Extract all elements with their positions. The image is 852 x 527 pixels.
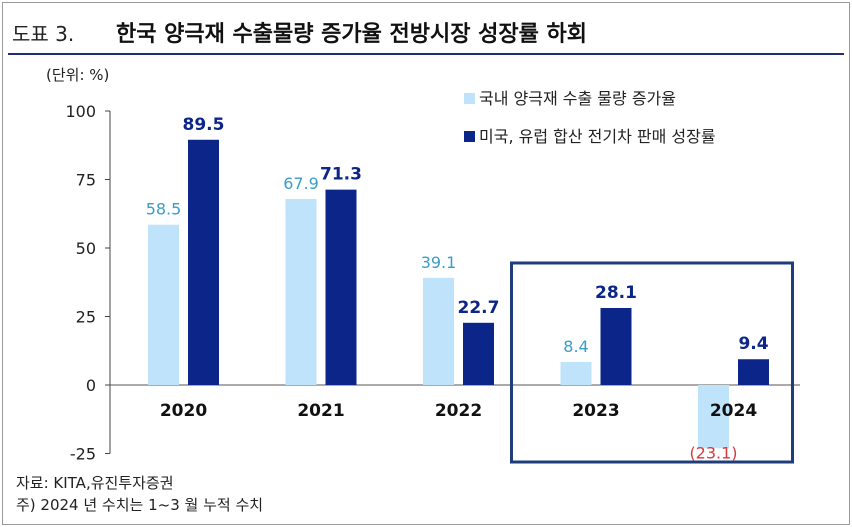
data-label-s2-2024: 9.4 (738, 334, 768, 354)
bar-s1-2022 (423, 277, 454, 385)
x-tick-label-2024: 2024 (710, 401, 757, 421)
x-tick-label-2021: 2021 (297, 401, 344, 421)
figure-title: 한국 양극재 수출물량 증가율 전방시장 성장률 하회 (116, 22, 587, 47)
data-label-s2-2022: 22.7 (458, 298, 500, 318)
unit-label: (단위: %) (46, 66, 109, 84)
x-tick-label-2023: 2023 (572, 401, 619, 421)
highlight-box (510, 261, 794, 464)
footnote: 주) 2024 년 수치는 1~3 월 누적 수치 (16, 496, 264, 514)
legend-label-1: 국내 양극재 수출 물량 증가율 (479, 89, 676, 108)
y-tick-label: 75 (76, 171, 96, 190)
y-tick-label: 25 (76, 308, 96, 327)
data-label-s1-2023: 8.4 (563, 337, 588, 356)
data-label-s2-2021: 71.3 (320, 165, 362, 185)
y-tick-label: 50 (76, 239, 96, 258)
header-rule (8, 53, 844, 55)
bar-s2-2024 (738, 359, 769, 385)
bar-s1-2021 (285, 198, 317, 385)
bar-s1-2023 (560, 361, 592, 385)
y-axis: 100 75 50 25 0 -25 (65, 102, 111, 464)
bar-s1-2024 (698, 385, 729, 449)
data-label-s2-2020: 89.5 (183, 115, 225, 135)
data-label-s2-2023: 28.1 (595, 283, 637, 303)
data-label-s1-2021: 67.9 (283, 174, 319, 193)
x-tick-label-2022: 2022 (435, 401, 482, 421)
bar-s2-2023 (600, 308, 632, 385)
y-tick-label: 100 (65, 102, 96, 121)
data-label-s1-2024: (23.1) (689, 443, 737, 462)
x-tick-label-2020: 2020 (160, 401, 207, 421)
bar-s2-2022 (463, 322, 494, 385)
bar-s2-2021 (325, 189, 357, 385)
figure-header: 도표 3. 한국 양극재 수출물량 증가율 전방시장 성장률 하회 (12, 14, 838, 48)
figure-number: 도표 3. (12, 22, 75, 46)
y-tick-label: 0 (86, 376, 96, 395)
source-note: 자료: KITA,유진투자증권 (16, 474, 174, 492)
legend-swatch-2 (464, 131, 475, 142)
legend-swatch-1 (464, 93, 475, 104)
bar-s2-2020 (188, 139, 219, 385)
plot-area: 58.5 89.5 2020 67.9 71.3 2021 39.1 22.7 2022 8.4 2… (110, 115, 800, 464)
bar-s1-2020 (148, 224, 179, 385)
legend-label-2: 미국, 유럽 합산 전기차 판매 성장률 (479, 127, 716, 146)
data-label-s1-2020: 58.5 (146, 200, 182, 219)
data-label-s1-2022: 39.1 (421, 253, 457, 272)
y-tick-label: -25 (70, 445, 96, 464)
